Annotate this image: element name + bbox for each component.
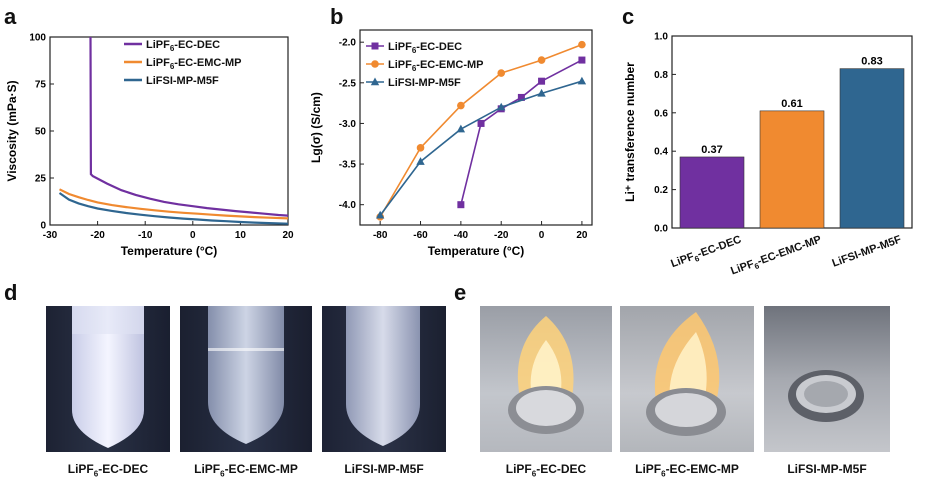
plot-frame xyxy=(359,29,593,226)
data-point xyxy=(578,40,586,49)
bar xyxy=(679,156,745,229)
panel-letter-c: c xyxy=(622,4,635,29)
data-point xyxy=(477,119,485,127)
vial-icon xyxy=(72,306,144,448)
x-tick-label: -80 xyxy=(373,230,388,241)
legend-label: LiPF6-EC-DEC xyxy=(146,39,220,53)
x-tick-label: 20 xyxy=(576,230,588,241)
y-tick-label: 50 xyxy=(35,127,47,138)
vial-icon xyxy=(208,306,284,444)
y-axis-label: Viscosity (mPa·S) xyxy=(5,80,19,181)
series-line-0 xyxy=(89,36,289,217)
x-tick-label: LiPF6-EC-EMC-MP xyxy=(729,234,824,280)
bar xyxy=(839,68,905,229)
coin-cell-icon xyxy=(788,370,864,422)
series-line-2 xyxy=(379,80,583,216)
x-tick-label: 0 xyxy=(190,230,196,241)
y-tick-label: 0 xyxy=(40,221,46,232)
x-axis-label: Temperature (°C) xyxy=(428,244,525,258)
bar-value-label: 0.83 xyxy=(861,56,882,68)
series-line-1 xyxy=(59,188,289,220)
photo-flame-lipf6-ec-dec xyxy=(480,306,612,452)
photo-vial-lipf6-ec-dec xyxy=(46,306,170,452)
viscosity-chart: -30 -20 -10 0 10 20 0 25 50 75 100 Temperature (°C)… xyxy=(5,33,294,259)
y-axis-label: Lg(σ) (S/cm) xyxy=(309,92,323,163)
x-tick-label: -20 xyxy=(494,230,509,241)
caption-e-1: LiPF6-EC-DEC xyxy=(505,462,587,479)
data-point xyxy=(537,88,546,97)
data-point xyxy=(416,157,425,165)
y-tick-label: 100 xyxy=(29,33,46,44)
data-point xyxy=(537,56,546,64)
y-tick-label: 0.2 xyxy=(654,185,668,196)
caption-d-2: LiPF6-EC-EMC-MP xyxy=(194,462,298,479)
data-point xyxy=(456,124,466,133)
legend-label: LiPF6-EC-DEC xyxy=(388,41,462,55)
data-point xyxy=(497,69,506,77)
data-point xyxy=(497,102,506,111)
y-tick-label: -2.5 xyxy=(339,78,357,89)
panel-letter-a: a xyxy=(4,4,17,29)
caption-e-2: LiPF6-EC-EMC-MP xyxy=(635,462,739,479)
y-tick-label: -3.5 xyxy=(339,160,357,171)
caption-d-3: LiFSI-MP-M5F xyxy=(344,462,424,476)
data-point xyxy=(578,56,586,64)
y-tick-label: 0.8 xyxy=(654,70,668,81)
data-point xyxy=(457,101,465,110)
y-tick-label: -3.0 xyxy=(339,119,357,130)
x-tick-label: 20 xyxy=(282,230,294,241)
y-tick-label: 75 xyxy=(35,80,47,91)
caption-d-1: LiPF6-EC-DEC xyxy=(67,462,149,479)
panel-letter-e: e xyxy=(454,280,467,305)
data-point xyxy=(375,210,385,219)
legend-marker xyxy=(371,60,379,68)
burning-coin-cell-icon xyxy=(646,312,726,436)
y-tick-label: 25 xyxy=(35,174,47,185)
legend-label: LiFSI-MP-M5F xyxy=(388,77,461,89)
legend-label: LiPF6-EC-EMC-MP xyxy=(388,59,484,73)
x-tick-label: -10 xyxy=(138,230,153,241)
data-point xyxy=(457,201,465,209)
bar xyxy=(759,110,825,229)
y-tick-label: 1.0 xyxy=(654,32,668,43)
transference-chart: 0.0 0.2 0.4 0.6 0.8 1.0 Li⁺ transference numbe… xyxy=(623,32,913,280)
series-line-2 xyxy=(58,192,289,225)
burning-coin-cell-icon xyxy=(508,316,584,434)
data-point xyxy=(416,144,425,152)
y-tick-label: -4.0 xyxy=(339,200,357,211)
photo-coin-cell-lifsi-mp-m5f xyxy=(764,306,890,452)
series-line-0 xyxy=(460,59,583,205)
conductivity-chart: -80 -60 -40 -20 0 20 -4.0 -3.5 -3.0 -2.5 -2.0 Tempe… xyxy=(309,29,593,258)
series-line-1 xyxy=(379,43,583,218)
data-point xyxy=(577,76,587,85)
legend-marker xyxy=(371,42,379,50)
legend-marker xyxy=(370,77,380,86)
x-tick-label: 0 xyxy=(539,230,545,241)
y-tick-label: 0.6 xyxy=(654,108,668,119)
x-tick-label: 10 xyxy=(235,230,247,241)
photo-vial-lifsi-mp-m5f xyxy=(322,306,446,452)
y-tick-label: 0.4 xyxy=(654,147,668,158)
bar-value-label: 0.37 xyxy=(701,144,722,156)
panel-letter-d: d xyxy=(4,280,18,305)
photo-flame-lipf6-ec-emc-mp xyxy=(620,306,754,452)
y-tick-label: -2.0 xyxy=(339,38,357,49)
y-tick-label: 0.0 xyxy=(654,224,668,235)
data-point xyxy=(517,93,525,101)
x-tick-label: LiFSI-MP-M5F xyxy=(831,233,904,269)
legend-label: LiFSI-MP-M5F xyxy=(146,75,219,87)
x-tick-label: -60 xyxy=(413,230,428,241)
data-point xyxy=(538,77,546,85)
x-tick-label: -40 xyxy=(454,230,469,241)
vial-icon xyxy=(346,306,420,446)
x-tick-label: -20 xyxy=(90,230,105,241)
x-axis-label: Temperature (°C) xyxy=(121,244,218,258)
caption-e-3: LiFSI-MP-M5F xyxy=(787,462,867,476)
panel-letter-b: b xyxy=(330,4,344,29)
legend-label: LiPF6-EC-EMC-MP xyxy=(146,57,242,71)
bar-value-label: 0.61 xyxy=(781,98,802,110)
x-tick-label: -30 xyxy=(43,230,58,241)
photo-vial-lipf6-ec-emc-mp xyxy=(180,306,312,452)
y-axis-label: Li⁺ transference number xyxy=(623,62,637,202)
